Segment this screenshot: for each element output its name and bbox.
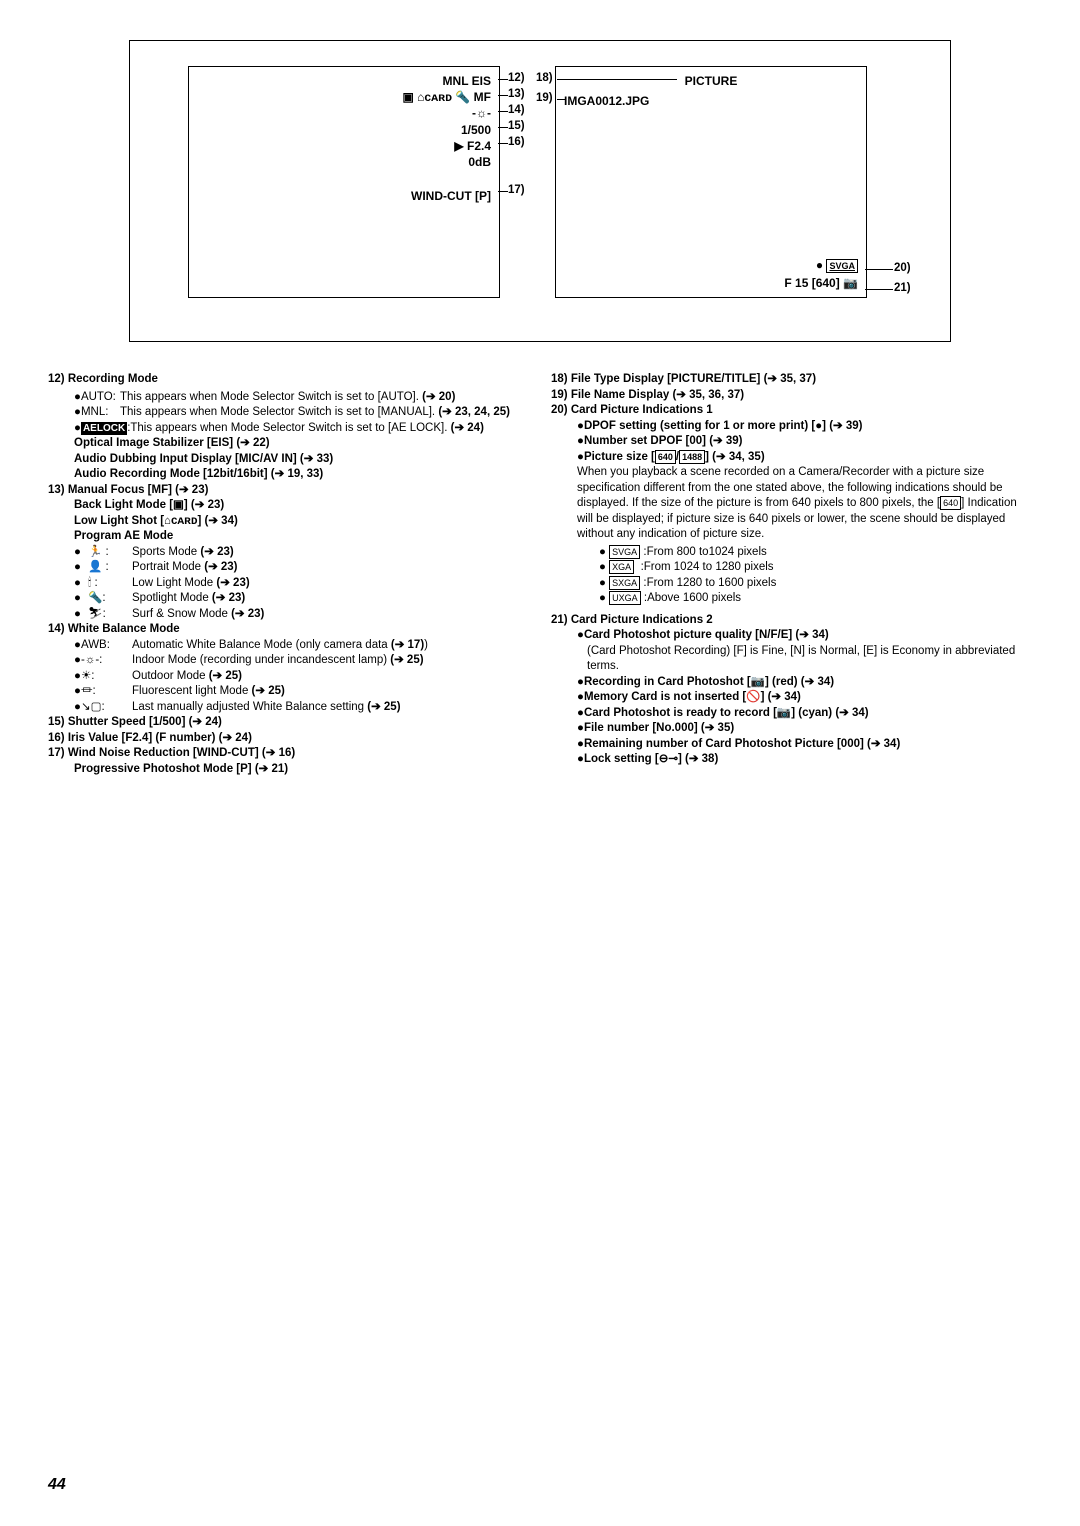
gain-line: 0dB <box>403 154 492 170</box>
auto-text: This appears when Mode Selector Switch i… <box>120 390 455 406</box>
px-xga: XGA :From 1024 to 1280 pixels <box>599 560 1032 576</box>
callout-20: 20) <box>894 261 911 277</box>
sec13-head: 13) Manual Focus [MF] (➔ 23) <box>48 483 529 499</box>
mnl-text: This appears when Mode Selector Switch i… <box>120 405 510 421</box>
ae-sports-icon: 🏃 : <box>88 545 132 561</box>
callout-13: 13) <box>508 87 525 103</box>
sec19: 19) File Name Display (➔ 35, 36, 37) <box>551 388 1032 404</box>
ae-low: Low Light Mode (➔ 23) <box>132 576 250 592</box>
ae-low-icon: 🕯 : <box>88 576 132 592</box>
callout-21: 21) <box>894 281 911 297</box>
picture-label: PICTURE <box>556 73 866 89</box>
ae-sports: Sports Mode (➔ 23) <box>132 545 234 561</box>
icons-line: ▣ ⌂ᴄᴀʀᴅ 🔦 MF <box>403 89 492 105</box>
ael-text: This appears when Mode Selector Switch i… <box>130 421 484 437</box>
lowlight-shot: Low Light Shot [⌂ᴄᴀʀᴅ] (➔ 34) <box>74 514 529 530</box>
sec15: 15) Shutter Speed [1/500] (➔ 24) <box>48 715 529 731</box>
sec18: 18) File Type Display [PICTURE/TITLE] (➔… <box>551 372 1032 388</box>
callout-16: 16) <box>508 135 525 151</box>
wb-awb: Automatic White Balance Mode (only camer… <box>132 638 428 654</box>
sec14-head: 14) White Balance Mode <box>48 622 529 638</box>
pixel-list: SVGA :From 800 to1024 pixels XGA :From 1… <box>577 545 1032 607</box>
bottom-status: F 15 [640] 📷 <box>784 275 858 291</box>
wb-man: Last manually adjusted White Balance set… <box>132 700 401 716</box>
audio-dub: Audio Dubbing Input Display [MIC/AV IN] … <box>74 452 529 468</box>
cp-ready: ●Card Photoshot is ready to record [📷] (… <box>577 706 1032 722</box>
wb-out: Outdoor Mode (➔ 25) <box>132 669 242 685</box>
px-uxga: UXGA :Above 1600 pixels <box>599 591 1032 607</box>
diagram-container: MNL EIS ▣ ⌂ᴄᴀʀᴅ 🔦 MF -☼- 1/500 ▶ F2.4 0d… <box>129 40 951 342</box>
ae-surf: Surf & Snow Mode (➔ 23) <box>132 607 264 623</box>
ae-surf-icon: ⛷: <box>88 607 132 623</box>
sec20: 20) Card Picture Indications 1 <box>551 403 1032 419</box>
picsize-body: When you playback a scene recorded on a … <box>577 465 1032 543</box>
audio-rec: Audio Recording Mode [12bit/16bit] (➔ 19… <box>74 467 529 483</box>
aelock-inv: AELOCK <box>81 422 127 436</box>
callout-15: 15) <box>508 119 525 135</box>
dpof1: ●DPOF setting (setting for 1 or more pri… <box>577 419 1032 435</box>
cp-quality: ●Card Photoshot picture quality [N/F/E] … <box>577 628 1032 644</box>
sec12-head: 12) Recording Mode <box>48 372 529 388</box>
cp-remain: ●Remaining number of Card Photoshot Pict… <box>577 737 1032 753</box>
wb-fl: Fluorescent light Mode (➔ 25) <box>132 684 285 700</box>
prog-ae: Program AE Mode <box>74 529 529 545</box>
sec21: 21) Card Picture Indications 2 <box>551 613 1032 629</box>
ae-spot-icon: 🔦: <box>88 591 132 607</box>
right-screen: PICTURE IMGA0012.JPG ● SVGA F 15 [640] 📷 <box>555 66 867 298</box>
left-column: 12) Recording Mode ●AUTO: This appears w… <box>48 372 529 777</box>
shutter-line: 1/500 <box>403 122 492 138</box>
wb-man-sym: ●↘▢: <box>74 700 132 716</box>
cp-lock: ●Lock setting [⊖⊸] (➔ 38) <box>577 752 1032 768</box>
sec16: 16) Iris Value [F2.4] (F number) (➔ 24) <box>48 731 529 747</box>
callout-17: 17) <box>508 183 525 199</box>
sec17: 17) Wind Noise Reduction [WIND-CUT] (➔ 1… <box>48 746 529 762</box>
mnl-label: ●MNL: <box>74 405 120 421</box>
wb-awb-sym: ●AWB: <box>74 638 132 654</box>
wb-in: Indoor Mode (recording under incandescen… <box>132 653 424 669</box>
windcut-line: WIND-CUT [P] <box>403 188 492 204</box>
cp-quality-body: (Card Photoshot Recording) [F] is Fine, … <box>577 644 1032 675</box>
wb-out-sym: ●☀: <box>74 669 132 685</box>
cp-fileno: ●File number [No.000] (➔ 35) <box>577 721 1032 737</box>
callout-12: 12) <box>508 71 525 87</box>
px-sxga: SXGA :From 1280 to 1600 pixels <box>599 576 1032 592</box>
callout-19: 19) <box>536 91 553 107</box>
left-screen: MNL EIS ▣ ⌂ᴄᴀʀᴅ 🔦 MF -☼- 1/500 ▶ F2.4 0d… <box>188 66 500 298</box>
wb-in-sym: ●-☼-: <box>74 653 132 669</box>
svga-badge: SVGA <box>826 259 858 273</box>
auto-label: ●AUTO: <box>74 390 120 406</box>
dpof2: ●Number set DPOF [00] (➔ 39) <box>577 434 1032 450</box>
filename-label: IMGA0012.JPG <box>564 93 649 109</box>
left-text-stack: MNL EIS ▣ ⌂ᴄᴀʀᴅ 🔦 MF -☼- 1/500 ▶ F2.4 0d… <box>403 73 492 204</box>
callout-14: 14) <box>508 103 525 119</box>
px-svga: SVGA :From 800 to1024 pixels <box>599 545 1032 561</box>
opt-eis: Optical Image Stabilizer [EIS] (➔ 22) <box>74 436 529 452</box>
rec-mode-line: MNL EIS <box>403 73 492 89</box>
ae-portrait-icon: 👤 : <box>88 560 132 576</box>
backlight-mode: Back Light Mode [▣] (➔ 23) <box>74 498 529 514</box>
wb-fl-sym: ●⏛: <box>74 684 132 700</box>
ae-spot: Spotlight Mode (➔ 23) <box>132 591 245 607</box>
right-column: 18) File Type Display [PICTURE/TITLE] (➔… <box>551 372 1032 777</box>
callout-18: 18) <box>536 71 553 87</box>
picsize-head: ●Picture size [640/1488] (➔ 34, 35) <box>577 451 765 463</box>
ae-portrait: Portrait Mode (➔ 23) <box>132 560 238 576</box>
bulb-icon-line: -☼- <box>403 105 492 121</box>
body-columns: 12) Recording Mode ●AUTO: This appears w… <box>48 372 1032 777</box>
cp-nocard: ●Memory Card is not inserted [🚫] (➔ 34) <box>577 690 1032 706</box>
cp-rec: ●Recording in Card Photoshot [📷] (red) (… <box>577 675 1032 691</box>
page-number: 44 <box>48 1474 66 1496</box>
iris-line: ▶ F2.4 <box>403 138 492 154</box>
ael-label: ●AELOCK: <box>74 421 130 437</box>
sec17b: Progressive Photoshot Mode [P] (➔ 21) <box>48 762 529 778</box>
